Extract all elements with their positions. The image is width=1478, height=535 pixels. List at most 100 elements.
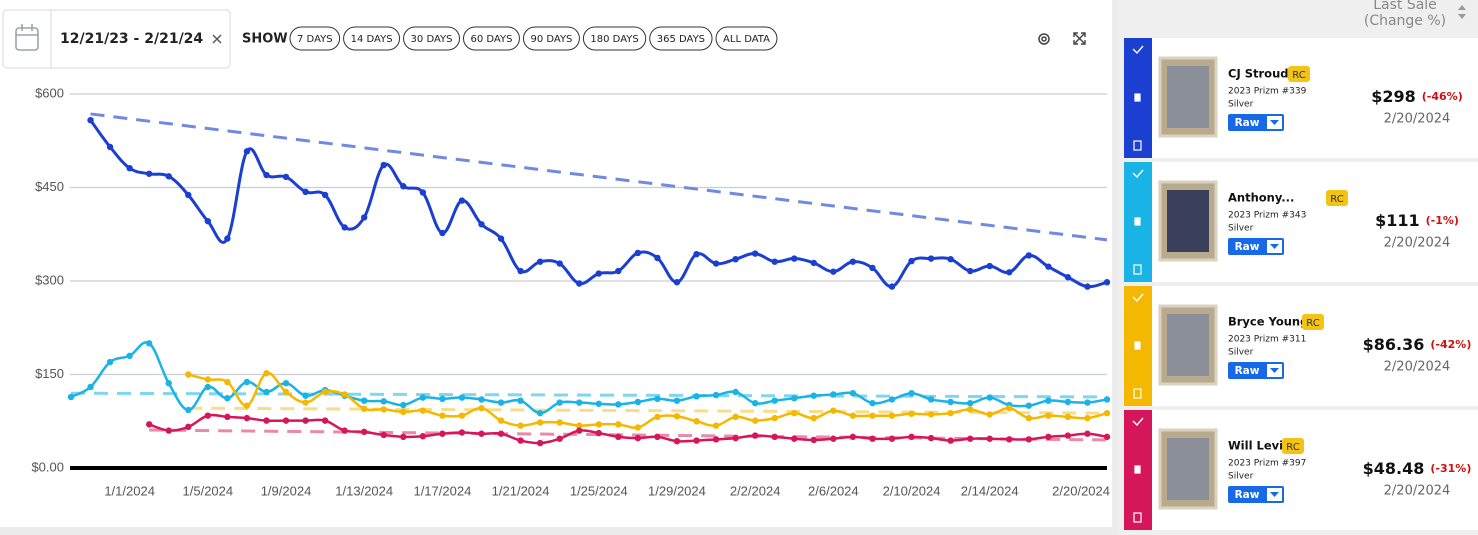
point <box>673 397 681 404</box>
card[interactable]: Anthony... RC 2023 Prizm #343 Silver Raw $111… <box>1124 162 1478 282</box>
point <box>302 417 309 424</box>
range-button[interactable]: ALL DATA <box>715 26 778 51</box>
settings-icon[interactable] <box>1038 33 1050 45</box>
point <box>517 267 524 275</box>
price: $298 <box>1371 87 1416 106</box>
check-icon[interactable] <box>1132 45 1144 55</box>
range-pill[interactable] <box>522 26 580 51</box>
point <box>204 376 212 383</box>
check-icon[interactable] <box>1132 169 1144 179</box>
grade-label: Raw <box>1235 241 1260 253</box>
point <box>654 254 661 262</box>
y-tick-label: $600 <box>35 85 64 100</box>
point <box>712 422 720 429</box>
range-pill[interactable] <box>582 26 647 51</box>
point <box>849 390 857 397</box>
range-pill[interactable] <box>403 26 460 51</box>
point <box>830 435 837 442</box>
range-pill[interactable] <box>463 26 520 51</box>
point <box>654 395 661 403</box>
rc-badge <box>1302 314 1324 330</box>
delete-icon[interactable] <box>1133 512 1142 523</box>
check-icon[interactable] <box>1132 293 1144 303</box>
range-pill[interactable] <box>343 26 401 51</box>
point <box>1064 398 1072 406</box>
delete-icon[interactable] <box>1133 264 1142 275</box>
point <box>751 399 759 407</box>
range-button[interactable]: 180 DAYS <box>582 26 647 51</box>
range-pill[interactable] <box>715 26 778 51</box>
point <box>1064 274 1072 281</box>
point <box>1025 414 1033 422</box>
range-button[interactable]: 90 DAYS <box>522 26 580 51</box>
point <box>361 405 368 412</box>
delete-icon[interactable] <box>1133 388 1142 399</box>
point <box>536 439 544 447</box>
card-variant: Silver <box>1228 348 1254 358</box>
price-line: $298 (-46%) <box>1371 87 1462 106</box>
card-image-inner <box>1167 66 1209 128</box>
point <box>576 427 583 434</box>
price-change: (-42%) <box>1430 338 1471 351</box>
copy-icon[interactable] <box>1133 464 1142 475</box>
point <box>87 116 94 124</box>
point <box>380 406 387 413</box>
point <box>1006 269 1013 276</box>
point <box>361 428 368 436</box>
range-button[interactable]: 365 DAYS <box>649 26 713 51</box>
range-pill[interactable] <box>289 26 341 51</box>
point <box>380 161 387 169</box>
point <box>771 258 778 265</box>
point <box>478 221 485 228</box>
point <box>869 399 876 407</box>
check-icon[interactable] <box>1132 417 1144 427</box>
point <box>321 388 329 396</box>
point <box>830 268 837 275</box>
point <box>732 255 739 263</box>
card-set: 2023 Prizm #311 <box>1228 335 1306 345</box>
point <box>1025 402 1033 409</box>
copy-icon[interactable] <box>1133 340 1142 351</box>
card[interactable]: CJ Stroud RC 2023 Prizm #339 Silver Raw $298 (… <box>1124 38 1478 158</box>
point <box>145 421 153 428</box>
point <box>458 429 466 436</box>
dropdown-arrow <box>1270 244 1279 249</box>
date-picker[interactable] <box>2 9 231 69</box>
point <box>556 260 563 267</box>
point <box>966 435 974 442</box>
copy-icon[interactable] <box>1133 92 1142 103</box>
point <box>673 279 681 286</box>
point <box>478 404 485 412</box>
point <box>712 436 720 443</box>
point <box>654 413 661 421</box>
point <box>1103 396 1111 403</box>
sort-icon[interactable] <box>1458 5 1466 19</box>
point <box>927 411 935 418</box>
delete-icon[interactable] <box>1133 140 1142 151</box>
range-button[interactable]: 60 DAYS <box>463 26 520 51</box>
point <box>986 435 993 442</box>
calendar-icon[interactable] <box>15 24 39 51</box>
x-tick-label: 2/20/2024 <box>1052 483 1110 498</box>
range-button[interactable]: 7 DAYS <box>289 26 341 51</box>
copy-icon[interactable] <box>1133 216 1142 227</box>
range-label: 365 DAYS <box>657 34 705 45</box>
point <box>810 392 817 399</box>
point <box>243 402 251 409</box>
clear-button[interactable] <box>212 34 222 44</box>
point <box>947 398 954 406</box>
point <box>282 380 290 387</box>
point <box>517 422 524 429</box>
point <box>732 413 739 421</box>
range-pill[interactable] <box>649 26 713 51</box>
range-button[interactable]: 14 DAYS <box>343 26 401 51</box>
point <box>302 399 309 406</box>
range-button[interactable]: 30 DAYS <box>403 26 460 51</box>
y-tick-label: $0.00 <box>31 459 64 474</box>
expand-icon[interactable] <box>1073 32 1086 45</box>
card-image-inner <box>1167 190 1209 252</box>
x-tick-label: 2/2/2024 <box>730 483 781 498</box>
